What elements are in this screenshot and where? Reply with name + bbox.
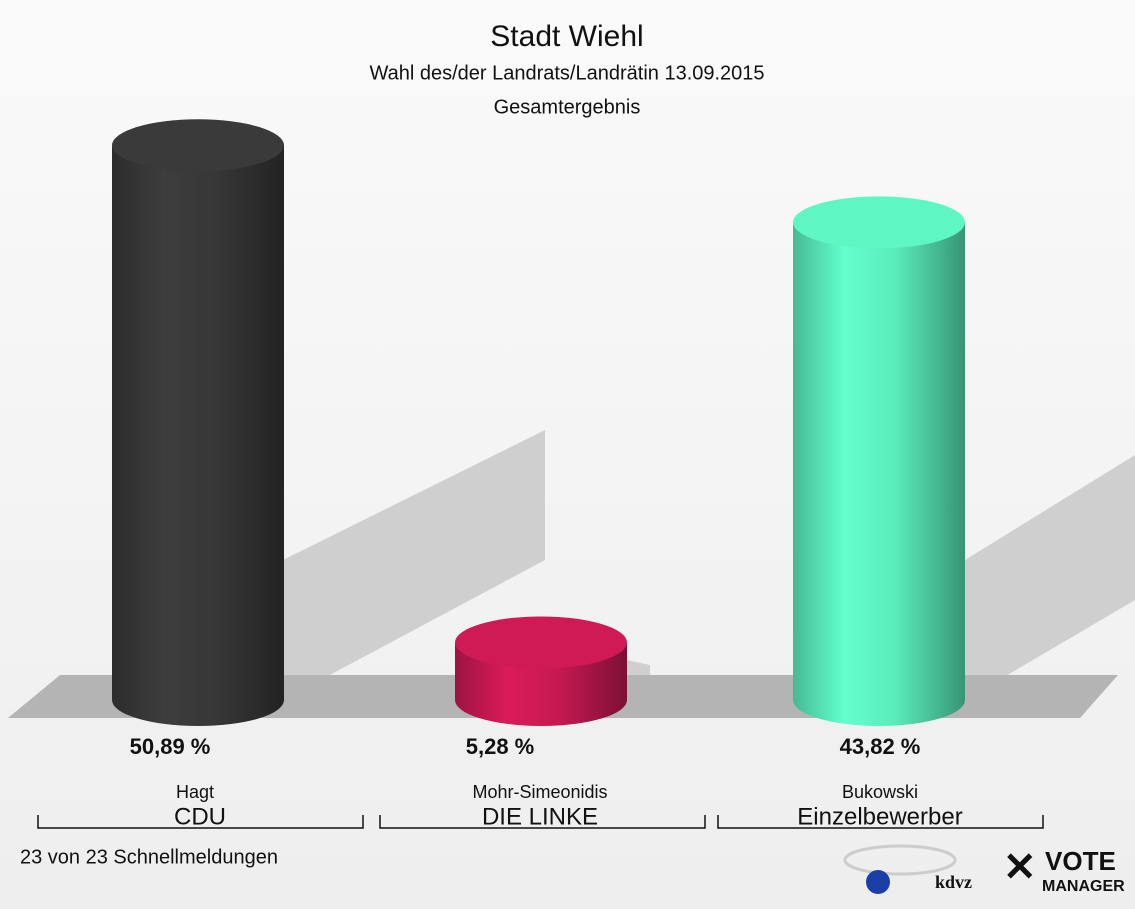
bar-top (793, 196, 965, 249)
logo-text: kdvz (935, 872, 972, 892)
bar (112, 145, 284, 700)
candidate-label: Mohr-Simeonidis (472, 782, 607, 802)
chart-title: Stadt Wiehl (490, 20, 643, 53)
logo-text: VOTE (1045, 846, 1116, 876)
candidate-label: Hagt (176, 782, 214, 802)
candidate-label: Bukowski (842, 782, 918, 802)
bracket (379, 815, 706, 829)
bar-top (112, 119, 284, 172)
value-label: 43,82 % (840, 734, 921, 759)
logo-text: MANAGER (1042, 878, 1125, 895)
party-label: CDU (174, 803, 226, 830)
bar (793, 222, 965, 700)
party-label: Einzelbewerber (797, 803, 962, 830)
shadow (965, 455, 1135, 700)
logo-ball (866, 870, 890, 894)
value-label: 5,28 % (466, 734, 535, 759)
bar-top (455, 616, 627, 669)
bracket (37, 815, 364, 829)
bracket (717, 815, 1044, 829)
shadow (283, 430, 545, 700)
logo-x: ✕ (1003, 846, 1037, 890)
chart-subtitle: Wahl des/der Landrats/Landrätin 13.09.20… (369, 62, 764, 84)
chart-subtitle: Gesamtergebnis (494, 96, 641, 118)
logo-swoosh (843, 844, 957, 876)
party-label: DIE LINKE (482, 803, 598, 830)
footer: 23 von 23 Schnellmeldungen (20, 846, 278, 868)
value-label: 50,89 % (130, 734, 211, 759)
